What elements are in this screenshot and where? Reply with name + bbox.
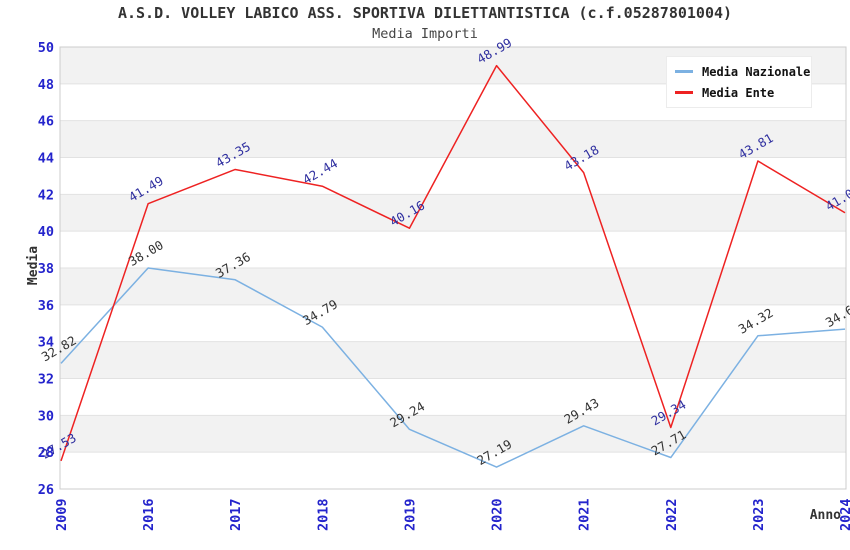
y-tick-label: 40 xyxy=(38,224,54,240)
x-tick-label: 2016 xyxy=(141,498,157,531)
series-line-media-nazionale xyxy=(60,267,846,468)
y-tick-label: 28 xyxy=(38,445,54,461)
y-tick-label: 38 xyxy=(38,261,54,277)
legend-swatch-line-icon xyxy=(675,70,693,73)
x-tick-label: 2022 xyxy=(664,498,680,531)
data-label: 38.00 xyxy=(126,237,166,269)
y-tick-label: 34 xyxy=(38,335,54,351)
y-tick-label: 50 xyxy=(38,40,54,56)
plot-band xyxy=(60,268,846,305)
y-tick-label: 46 xyxy=(38,114,54,130)
y-tick-label: 30 xyxy=(38,408,54,424)
x-tick-label: 2018 xyxy=(315,498,331,531)
plot-band xyxy=(60,341,846,379)
x-tick-label: 2024 xyxy=(838,498,850,531)
chart-title: A.S.D. VOLLEY LABICO ASS. SPORTIVA DILET… xyxy=(117,4,733,22)
x-tick-label: 2021 xyxy=(577,498,593,531)
legend: Media Nazionale Media Ente xyxy=(666,56,812,108)
y-tick-label: 42 xyxy=(38,187,54,203)
x-axis-title: Anno xyxy=(809,508,841,523)
chart-subtitle: Media Importi xyxy=(372,26,478,42)
legend-item-media-nazionale[interactable]: Media Nazionale xyxy=(675,61,811,82)
x-tick-label: 2009 xyxy=(54,498,70,531)
data-label: 34.32 xyxy=(736,305,776,337)
x-tick-label: 2019 xyxy=(402,498,418,531)
series-line-media-ente xyxy=(60,64,846,462)
y-tick-label: 26 xyxy=(38,482,54,498)
plot-border xyxy=(59,46,847,490)
plot-band xyxy=(60,194,846,232)
legend-item-media-ente[interactable]: Media Ente xyxy=(675,82,811,103)
data-label: 27.53 xyxy=(39,430,79,462)
plot-band xyxy=(60,120,846,158)
y-tick-label: 32 xyxy=(38,372,54,388)
legend-item-label: Media Nazionale xyxy=(702,64,811,79)
y-tick-label: 48 xyxy=(38,77,54,93)
x-tick-label: 2017 xyxy=(228,498,244,531)
y-tick-label: 36 xyxy=(38,298,54,314)
y-axis-title: Media xyxy=(26,245,42,286)
data-label: 42.44 xyxy=(300,155,340,187)
x-tick-label: 2023 xyxy=(751,498,767,531)
x-tick-label: 2020 xyxy=(490,498,506,531)
legend-item-label: Media Ente xyxy=(702,85,775,100)
legend-swatch-line-icon xyxy=(675,91,693,94)
y-tick-label: 44 xyxy=(38,151,54,167)
plot-band xyxy=(60,415,846,453)
